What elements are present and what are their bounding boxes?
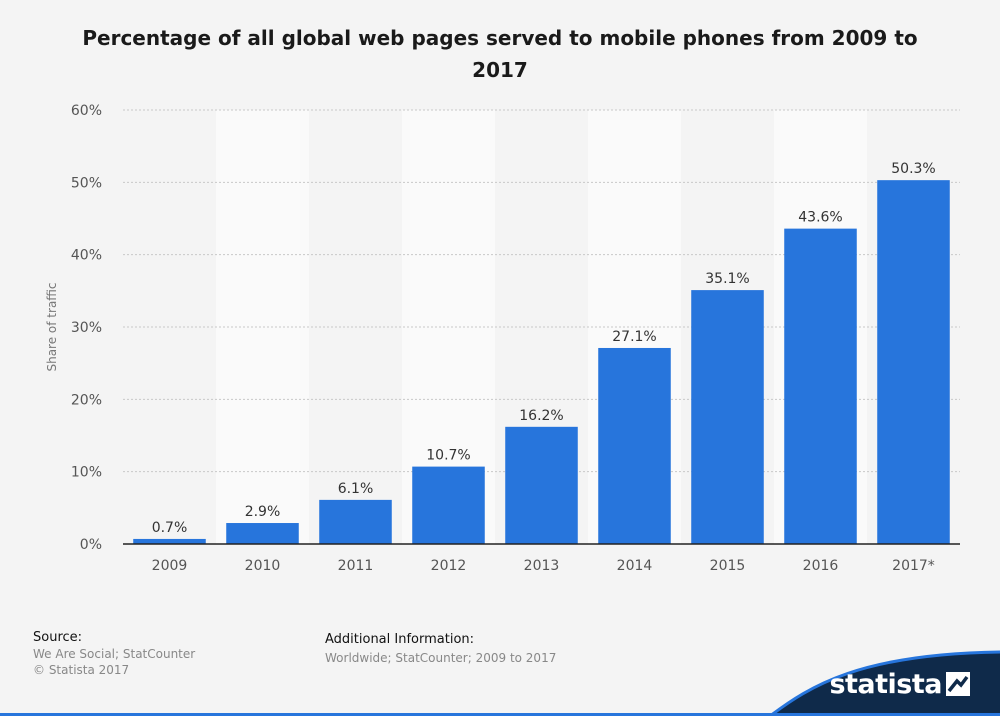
bar-2011[interactable] — [319, 499, 392, 544]
data-label: 27.1% — [612, 329, 656, 345]
x-tick-label: 2009 — [152, 558, 188, 574]
data-label: 10.7% — [426, 448, 470, 464]
x-tick-label: 2014 — [617, 558, 653, 574]
source-block: Source: We Are Social; StatCounter © Sta… — [33, 630, 195, 678]
y-tick-label: 40% — [71, 248, 102, 264]
y-axis-ticks: 0% 10% 20% 30% 40% 50% 60% — [71, 103, 102, 553]
data-label: 50.3% — [891, 161, 935, 177]
y-tick-label: 10% — [71, 465, 102, 481]
additional-info-text: Worldwide; StatCounter; 2009 to 2017 — [325, 651, 557, 665]
x-tick-label: 2013 — [524, 558, 560, 574]
bar-2013[interactable] — [505, 426, 578, 544]
brand-name: statista — [829, 669, 942, 700]
data-label: 43.6% — [798, 210, 842, 226]
y-tick-label: 30% — [71, 320, 102, 336]
bar-2010[interactable] — [226, 523, 299, 544]
additional-info-block: Additional Information: Worldwide; StatC… — [325, 632, 556, 666]
data-label: 16.2% — [519, 408, 563, 424]
data-label: 0.7% — [152, 520, 188, 536]
x-tick-label: 2016 — [803, 558, 839, 574]
data-labels: 0.7% 2.9% 6.1% 10.7% 16.2% 27.1% 35.1% 43.6% 50.… — [152, 161, 936, 536]
bar-2009[interactable] — [133, 538, 206, 544]
additional-info-heading: Additional Information: — [325, 632, 475, 647]
x-axis-ticks: 2009 2010 2011 2012 2013 2014 2015 2016 2017* — [152, 558, 935, 574]
brand-swoosh — [770, 650, 1000, 716]
bar-2016[interactable] — [784, 228, 857, 545]
bar-2014[interactable] — [598, 347, 671, 544]
data-label: 2.9% — [245, 504, 281, 520]
y-axis-label: Share of traffic — [45, 282, 59, 371]
y-tick-label: 0% — [80, 537, 102, 553]
bar-2017[interactable] — [877, 180, 950, 544]
bar-2012[interactable] — [412, 466, 485, 544]
bar-chart: 0% 10% 20% 30% 40% 50% 60% 0.7% 2.9% 6.1% 10.7% 16… — [45, 103, 960, 574]
data-label: 35.1% — [705, 271, 749, 287]
copyright-line: © Statista 2017 — [33, 663, 130, 677]
x-tick-label: 2012 — [431, 558, 467, 574]
bottom-accent-line — [0, 713, 1000, 716]
source-line: We Are Social; StatCounter — [33, 647, 196, 661]
y-tick-label: 20% — [71, 392, 102, 408]
statista-mark-icon — [946, 672, 970, 696]
x-tick-label: 2011 — [338, 558, 374, 574]
bars — [133, 180, 950, 545]
y-tick-label: 50% — [71, 175, 102, 191]
x-tick-label: 2015 — [710, 558, 746, 574]
statista-logo[interactable]: statista — [770, 646, 1000, 716]
y-tick-label: 60% — [71, 103, 102, 119]
x-tick-label: 2017* — [892, 558, 935, 574]
data-label: 6.1% — [338, 481, 374, 497]
bar-2015[interactable] — [691, 290, 764, 544]
chart-title: Percentage of all global web pages serve… — [82, 26, 918, 82]
x-tick-label: 2010 — [245, 558, 281, 574]
source-heading: Source: — [33, 630, 83, 645]
